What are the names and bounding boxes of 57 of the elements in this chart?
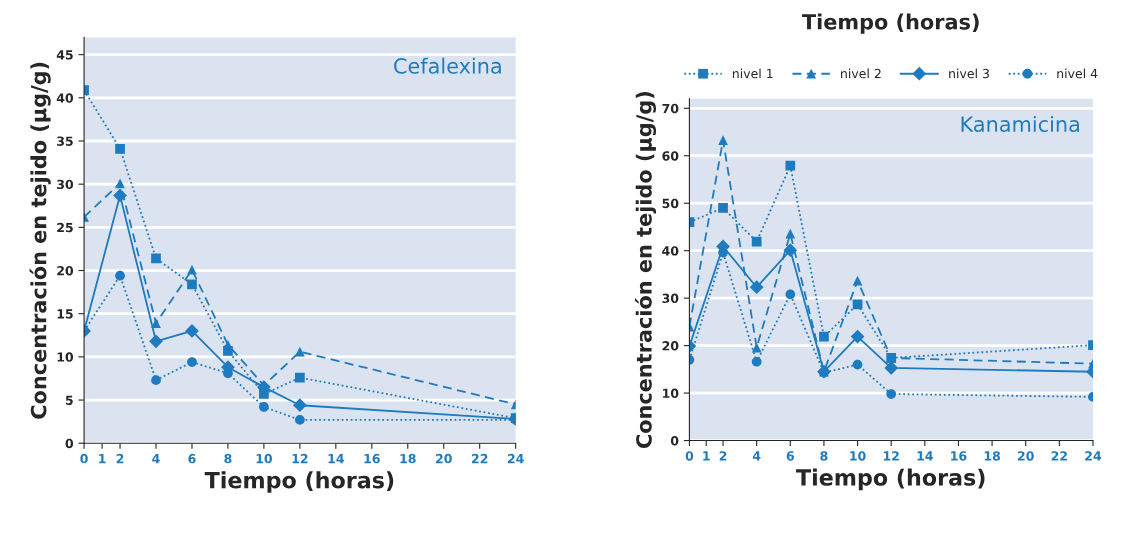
x-tick-label: 18 [984, 451, 1001, 461]
x-tick-label: 22 [1051, 451, 1067, 461]
x-tick-label: 18 [400, 453, 416, 464]
y-tick-label: 45 [56, 50, 73, 60]
y-tick-label: 30 [57, 179, 74, 190]
y-tick-label: 60 [662, 151, 679, 161]
annotation: Kanamicina [961, 115, 1079, 132]
legend-label: nivel 2 [841, 68, 881, 79]
y-tick-label: 30 [662, 293, 679, 304]
legend-label: nivel 1 [732, 68, 773, 79]
x-tick-label: 24 [507, 453, 524, 464]
x-tick-label: 10 [256, 453, 272, 464]
y-axis-title: Concentración en tejido (µg/g) [634, 92, 657, 449]
x-axis-title: Tiempo (horas) [204, 471, 394, 493]
y-axis-title: Concentración en tejido (µg/g) [29, 62, 51, 419]
x-tick-label: 8 [224, 453, 232, 464]
legend-label: nivel 4 [1057, 68, 1098, 79]
x-tick-label: 0 [685, 451, 694, 461]
y-tick-label: 5 [65, 395, 73, 405]
legend-label: nivel 3 [949, 68, 989, 79]
x-tick-label: 14 [328, 454, 344, 464]
y-tick-label: 20 [57, 265, 74, 276]
y-tick-label: 40 [56, 93, 74, 103]
x-axis-title: Tiempo (horas) [796, 468, 985, 491]
y-tick-label: 70 [662, 103, 679, 114]
x-tick-label: 16 [951, 451, 967, 461]
y-tick-label: 10 [663, 388, 679, 399]
x-tick-label: 6 [786, 451, 794, 461]
y-tick-label: 20 [662, 341, 679, 351]
x-tick-label: 24 [1085, 451, 1102, 461]
y-tick-label: 15 [57, 309, 73, 319]
x-tick-label: 20 [1018, 451, 1034, 461]
x-tick-label: 20 [436, 453, 452, 464]
x-tick-label: 1 [703, 451, 710, 461]
x-tick-label: 12 [883, 451, 899, 461]
x-tick-label: 1 [99, 454, 106, 464]
chart-title: Tiempo (horas) [802, 13, 979, 34]
x-tick-label: 2 [116, 453, 124, 464]
y-tick-label: 50 [662, 198, 679, 209]
annotation: Cefalexina [394, 57, 501, 74]
y-tick-label: 0 [670, 436, 679, 446]
y-tick-label: 35 [57, 136, 73, 146]
x-tick-label: 4 [752, 451, 761, 461]
x-tick-label: 4 [152, 454, 160, 464]
x-tick-label: 22 [471, 453, 488, 464]
x-tick-label: 8 [820, 451, 828, 461]
x-tick-label: 12 [292, 453, 308, 464]
x-tick-label: 16 [364, 453, 380, 464]
x-tick-label: 2 [719, 451, 727, 461]
x-tick-label: 10 [850, 451, 866, 461]
y-tick-label: 10 [57, 352, 74, 362]
y-tick-label: 0 [65, 438, 74, 449]
y-tick-label: 25 [57, 222, 73, 233]
x-tick-label: 14 [917, 451, 933, 461]
x-tick-label: 0 [80, 453, 88, 464]
y-tick-label: 40 [662, 246, 679, 256]
x-tick-label: 6 [188, 453, 196, 464]
